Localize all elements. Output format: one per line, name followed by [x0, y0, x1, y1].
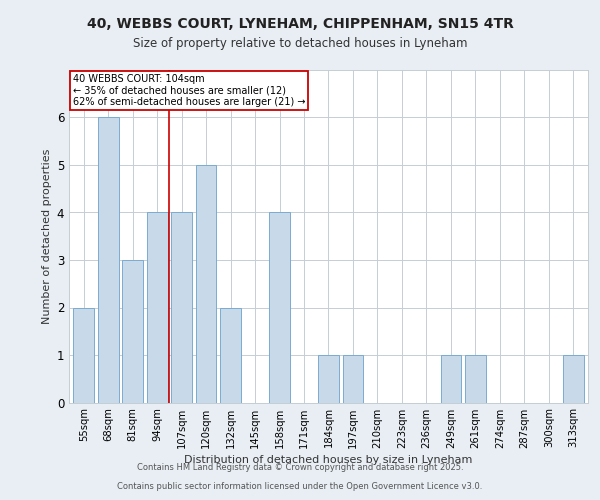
- Text: Contains public sector information licensed under the Open Government Licence v3: Contains public sector information licen…: [118, 482, 482, 491]
- Y-axis label: Number of detached properties: Number of detached properties: [43, 148, 52, 324]
- Text: Contains HM Land Registry data © Crown copyright and database right 2025.: Contains HM Land Registry data © Crown c…: [137, 464, 463, 472]
- Bar: [171, 212, 192, 402]
- Text: 40 WEBBS COURT: 104sqm
← 35% of detached houses are smaller (12)
62% of semi-det: 40 WEBBS COURT: 104sqm ← 35% of detached…: [73, 74, 305, 107]
- Text: 40, WEBBS COURT, LYNEHAM, CHIPPENHAM, SN15 4TR: 40, WEBBS COURT, LYNEHAM, CHIPPENHAM, SN…: [86, 18, 514, 32]
- Bar: [343, 355, 364, 403]
- Bar: [465, 355, 486, 403]
- Bar: [269, 212, 290, 402]
- Bar: [122, 260, 143, 402]
- Bar: [147, 212, 167, 402]
- Bar: [196, 165, 217, 402]
- Bar: [440, 355, 461, 403]
- Bar: [98, 118, 119, 403]
- Bar: [73, 308, 94, 402]
- Bar: [318, 355, 339, 403]
- Bar: [563, 355, 584, 403]
- Bar: [220, 308, 241, 402]
- X-axis label: Distribution of detached houses by size in Lyneham: Distribution of detached houses by size …: [184, 454, 473, 464]
- Text: Size of property relative to detached houses in Lyneham: Size of property relative to detached ho…: [133, 38, 467, 51]
